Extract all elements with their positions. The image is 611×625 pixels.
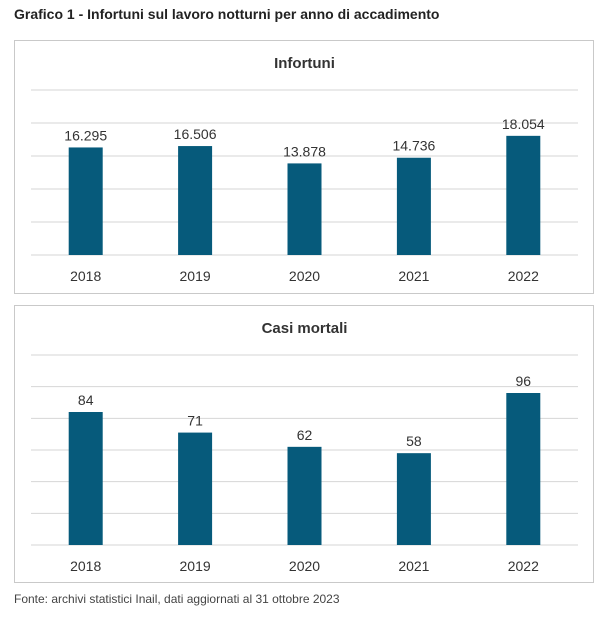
bar <box>178 432 213 545</box>
x-tick-label: 2021 <box>398 268 429 284</box>
data-label: 18.054 <box>502 116 545 132</box>
chart-title: Casi mortali <box>262 320 348 337</box>
bar <box>178 146 213 255</box>
bar <box>287 163 322 255</box>
bar <box>68 147 103 255</box>
data-label: 16.506 <box>174 126 217 142</box>
source-note: Fonte: archivi statistici Inail, dati ag… <box>14 592 340 606</box>
x-tick-label: 2022 <box>508 268 539 284</box>
bar <box>396 157 431 255</box>
chart-casi-mortali: Casi mortali 84 2018 71 2019 62 2020 58 2021 96 20… <box>31 320 578 574</box>
data-label: 84 <box>78 392 94 408</box>
bar <box>506 135 541 255</box>
bar <box>287 446 322 545</box>
chart-infortuni: Infortuni 16.295 2018 16.506 2019 13.878 2020 1… <box>31 55 578 284</box>
x-tick-label: 2019 <box>180 268 211 284</box>
data-label: 58 <box>406 433 422 449</box>
bar <box>68 412 103 545</box>
chart-panel-casi-mortali: Casi mortali 84 2018 71 2019 62 2020 58 2021 96 20… <box>14 305 594 583</box>
figure-title: Grafico 1 - Infortuni sul lavoro notturn… <box>14 6 440 22</box>
bar <box>396 453 431 545</box>
x-tick-label: 2019 <box>180 558 211 574</box>
data-label: 16.295 <box>64 127 107 143</box>
x-tick-label: 2020 <box>289 558 320 574</box>
data-label: 71 <box>187 413 203 429</box>
data-label: 96 <box>516 373 532 389</box>
x-tick-label: 2018 <box>70 268 101 284</box>
x-tick-label: 2020 <box>289 268 320 284</box>
data-label: 13.878 <box>283 143 326 159</box>
data-label: 14.736 <box>392 138 435 154</box>
chart-panel-infortuni: Infortuni 16.295 2018 16.506 2019 13.878 2020 1… <box>14 40 594 294</box>
data-label: 62 <box>297 427 313 443</box>
x-tick-label: 2022 <box>508 558 539 574</box>
x-tick-label: 2021 <box>398 558 429 574</box>
bar <box>506 393 541 545</box>
chart-title: Infortuni <box>274 55 335 72</box>
x-tick-label: 2018 <box>70 558 101 574</box>
